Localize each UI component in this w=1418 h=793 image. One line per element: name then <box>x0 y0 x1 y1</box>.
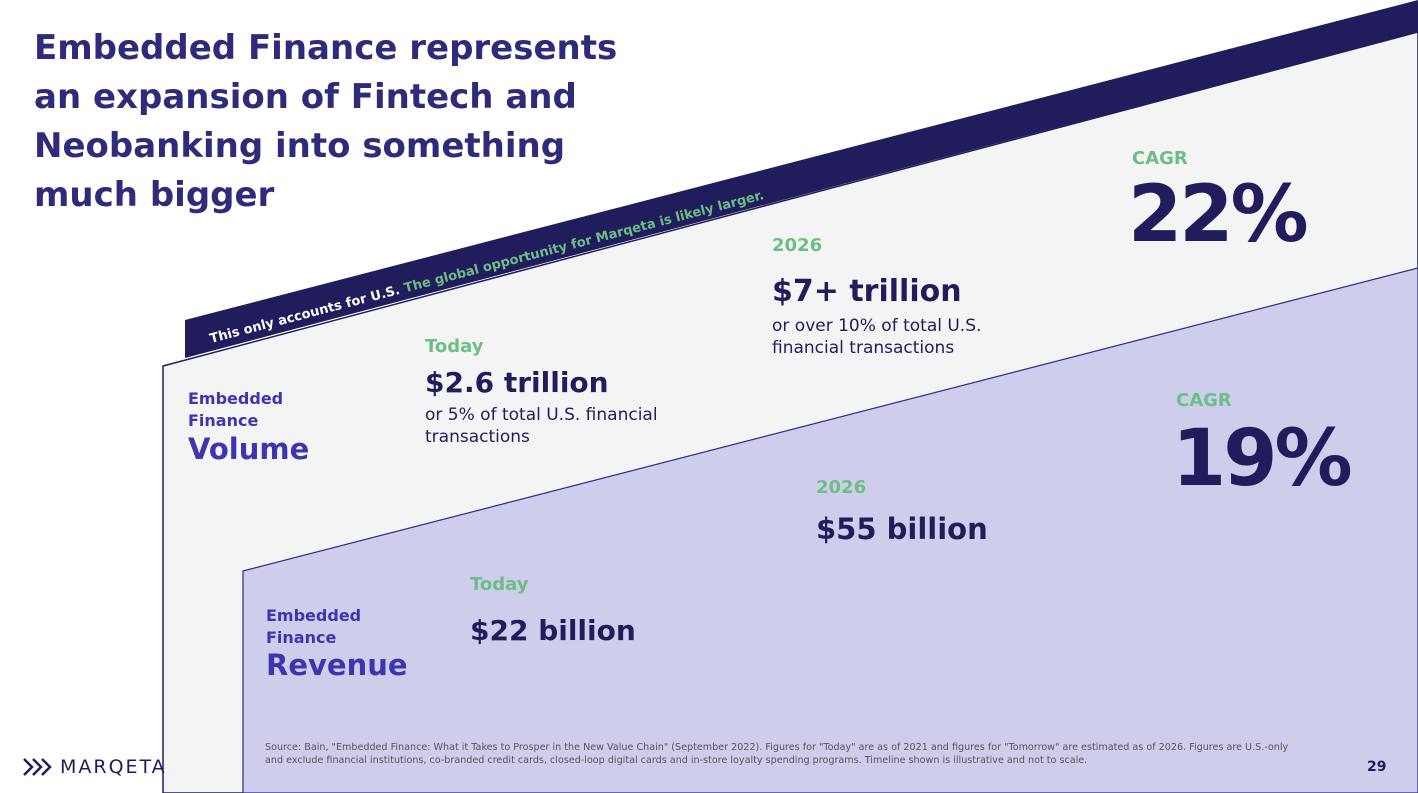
title-line: much bigger <box>34 175 275 215</box>
page-number: 29 <box>1367 759 1387 775</box>
cagr-value: 19% <box>1172 414 1353 504</box>
period-value: $2.6 trillion <box>425 366 609 399</box>
period-label: Today <box>470 574 529 595</box>
period-value: $22 billion <box>470 614 636 647</box>
period-label: 2026 <box>816 477 867 498</box>
title-line: Neobanking into something <box>34 126 566 166</box>
title: Embedded Finance represents an expansion… <box>34 24 617 220</box>
revenue-area <box>242 267 1418 793</box>
banner-band <box>185 0 1418 358</box>
section-title: Revenue <box>266 648 408 682</box>
period-note: or 5% of total U.S. financial transactio… <box>425 405 658 447</box>
title-line: Embedded Finance represents <box>34 28 618 68</box>
period-label: Today <box>425 336 484 357</box>
logo-mark <box>23 758 52 776</box>
source-note: Source: Bain, "Embedded Finance: What it… <box>265 742 1289 766</box>
period-note: or over 10% of total U.S. financial tran… <box>772 316 982 358</box>
cagr-label: CAGR <box>1132 148 1188 169</box>
period-value: $55 billion <box>816 512 988 546</box>
cagr-value: 22% <box>1128 170 1309 260</box>
section-title: Volume <box>188 432 310 466</box>
section-label: Embedded Finance <box>188 389 284 430</box>
period-label: 2026 <box>772 235 823 256</box>
period-value: $7+ trillion <box>772 274 962 309</box>
logo-text: MARQETA <box>60 756 167 778</box>
title-line: an expansion of Fintech and <box>34 77 577 117</box>
cagr-label: CAGR <box>1176 390 1232 411</box>
section-label: Embedded Finance <box>266 606 362 647</box>
